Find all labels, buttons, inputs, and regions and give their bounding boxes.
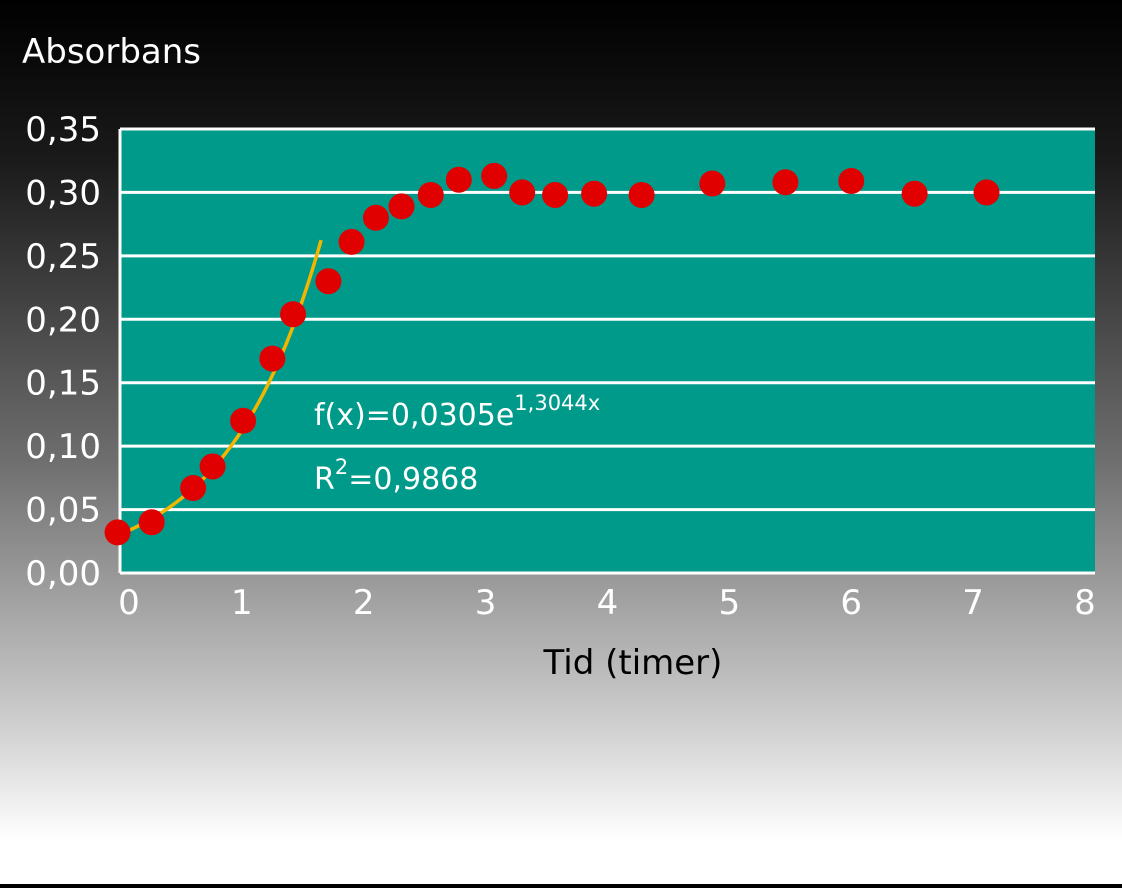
r-squared-label: R2=0,9868 <box>314 455 478 497</box>
data-point <box>581 180 608 207</box>
y-tick-label: 0,10 <box>25 427 101 467</box>
data-point <box>699 170 726 197</box>
data-point <box>138 509 165 536</box>
y-tick-label: 0,15 <box>25 364 101 404</box>
r2-prefix: R <box>314 462 335 497</box>
y-tick-label: 0,20 <box>25 300 101 340</box>
y-tick-label: 0,30 <box>25 173 101 213</box>
data-point <box>628 181 655 208</box>
x-axis-label: Tid (timer) <box>543 643 723 683</box>
x-tick-label: 6 <box>840 583 862 623</box>
y-tick-label: 0,35 <box>25 110 101 150</box>
equation-base: f(x)=0,0305e <box>314 398 514 433</box>
data-point <box>180 475 207 502</box>
data-point <box>838 168 865 195</box>
data-point <box>388 193 415 220</box>
data-point <box>481 162 508 189</box>
axes <box>118 129 1095 575</box>
data-point <box>901 180 928 207</box>
data-point <box>104 519 131 546</box>
data-point <box>280 301 307 328</box>
x-tick-label: 4 <box>597 583 619 623</box>
x-tick-label: 0 <box>118 583 140 623</box>
equation-exponent: 1,3044x <box>514 391 600 415</box>
y-tick-label: 0,00 <box>25 554 101 594</box>
data-point <box>417 181 444 208</box>
x-tick-label: 3 <box>475 583 497 623</box>
data-points <box>104 162 1000 546</box>
x-tick-label: 5 <box>719 583 741 623</box>
y-tick-label: 0,25 <box>25 237 101 277</box>
data-point <box>230 407 257 434</box>
x-tick-label: 7 <box>962 583 984 623</box>
data-point <box>542 181 569 208</box>
data-point <box>362 204 389 231</box>
y-axis-label: Absorbans <box>22 32 201 72</box>
x-tick-label: 2 <box>353 583 375 623</box>
data-point <box>259 345 286 372</box>
x-tick-label: 1 <box>231 583 253 623</box>
data-point <box>445 166 472 193</box>
data-point <box>772 169 799 196</box>
trendline-equation: f(x)=0,0305e1,3044x <box>314 391 600 433</box>
data-point <box>338 228 365 255</box>
r2-power: 2 <box>335 455 348 479</box>
data-point <box>315 268 342 295</box>
x-tick-label: 8 <box>1074 583 1096 623</box>
y-tick-label: 0,05 <box>25 491 101 531</box>
data-point <box>509 179 536 206</box>
data-point <box>973 179 1000 206</box>
y-tick-labels: 0,00 0,05 0,10 0,15 0,20 0,25 0,30 0,35 <box>25 110 101 594</box>
data-point <box>199 453 226 480</box>
x-tick-labels: 0 1 2 3 4 5 6 7 8 <box>118 583 1096 623</box>
r2-value: =0,9868 <box>348 462 478 497</box>
